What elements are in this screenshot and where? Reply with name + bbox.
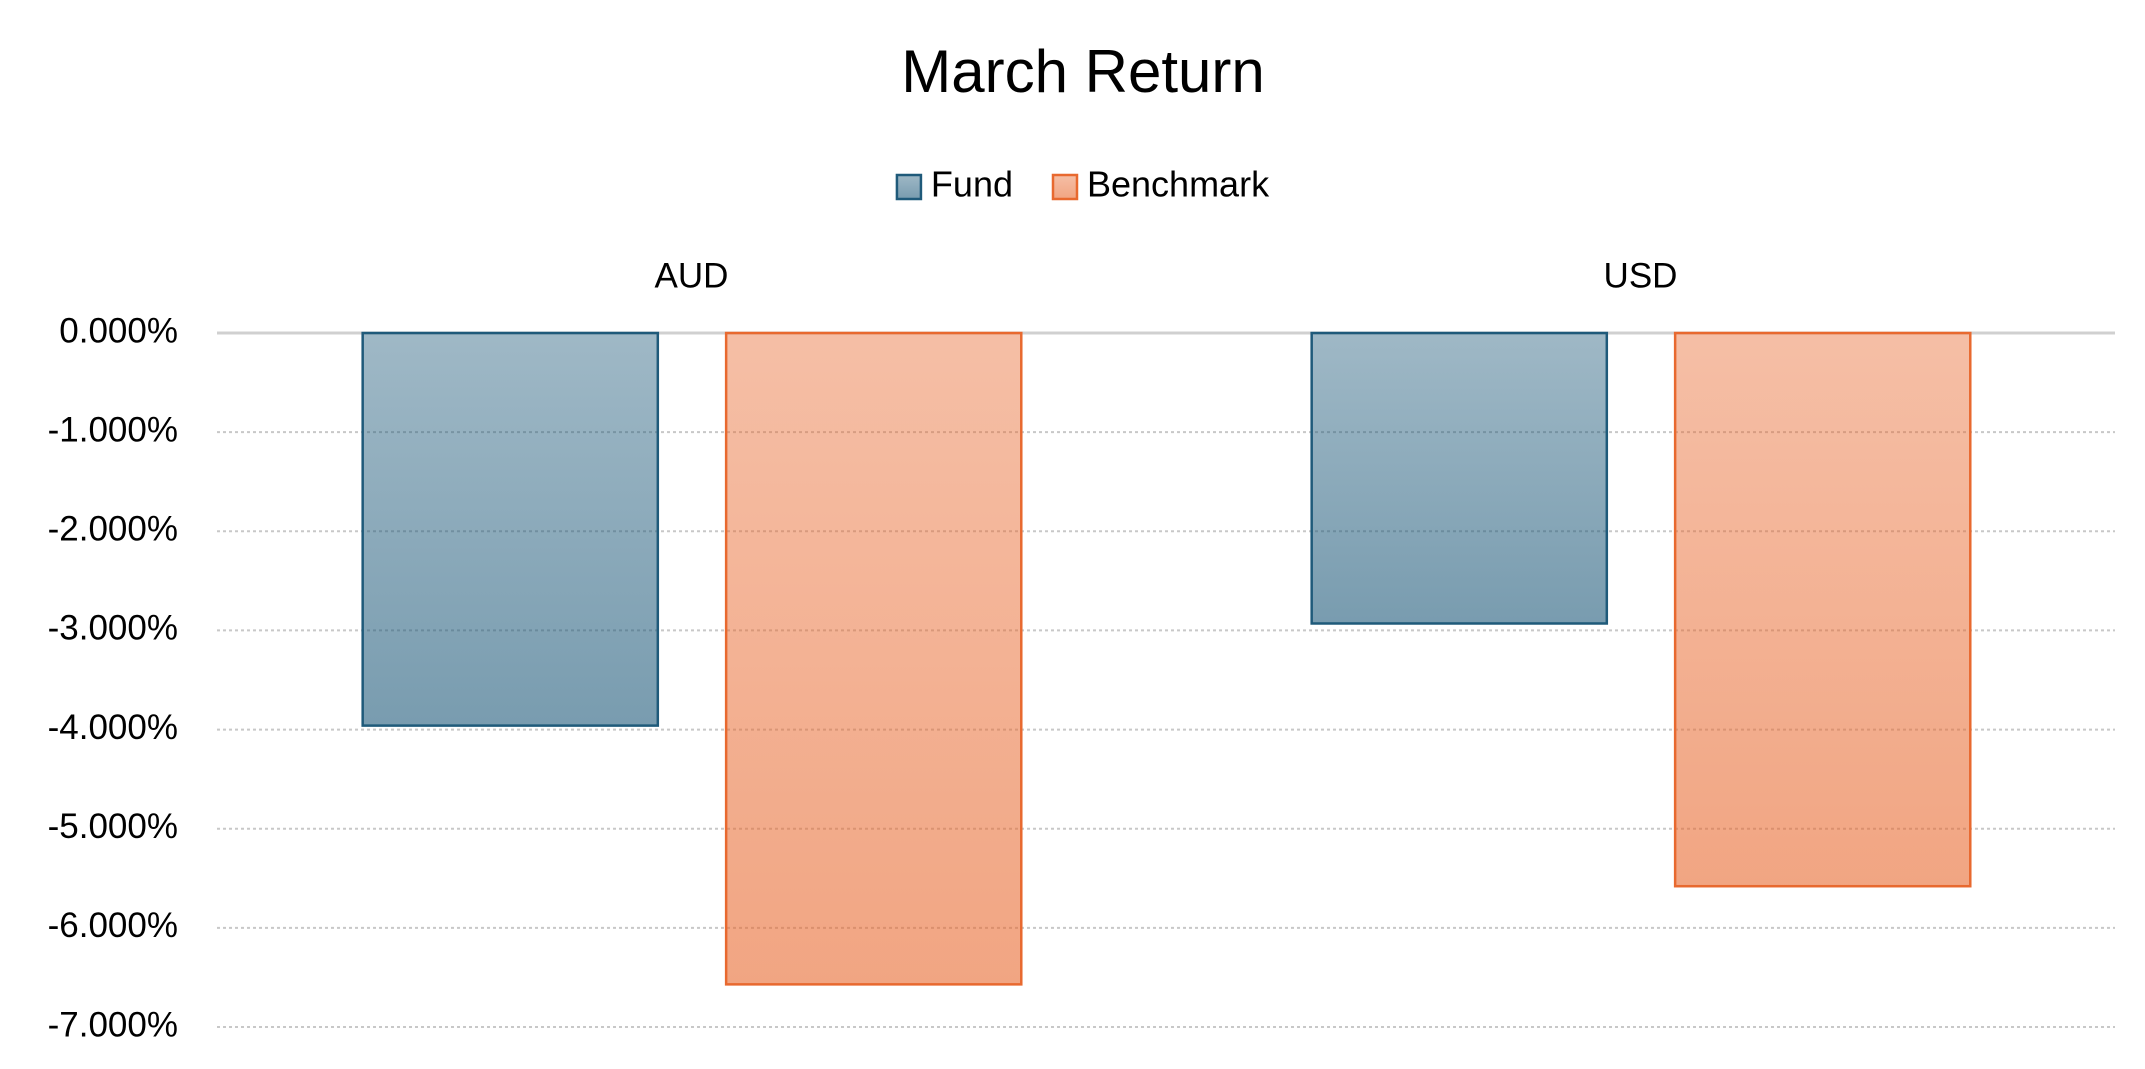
bar (724, 331, 1023, 986)
y-tick-label: -3.000% (48, 609, 178, 648)
bar (1310, 331, 1609, 625)
legend-label: Fund (931, 164, 1013, 205)
y-tick-label: -6.000% (48, 906, 178, 945)
legend-swatch (895, 173, 923, 201)
chart-title: March Return (901, 38, 1264, 105)
legend-swatch (1051, 173, 1079, 201)
legend: Fund Benchmark (895, 164, 1270, 205)
bar (1673, 331, 1972, 888)
legend-label: Benchmark (1087, 164, 1270, 205)
y-tick-label: -7.000% (48, 1005, 178, 1044)
y-tick-label: -4.000% (48, 708, 178, 747)
y-tick-label: -2.000% (48, 510, 178, 549)
bar (361, 331, 660, 727)
y-tick-label: -5.000% (48, 807, 178, 846)
y-tick-label: 0.000% (59, 311, 178, 350)
x-tick-label: AUD (655, 256, 729, 295)
x-tick-label: USD (1604, 256, 1678, 295)
y-tick-label: -1.000% (48, 410, 178, 449)
